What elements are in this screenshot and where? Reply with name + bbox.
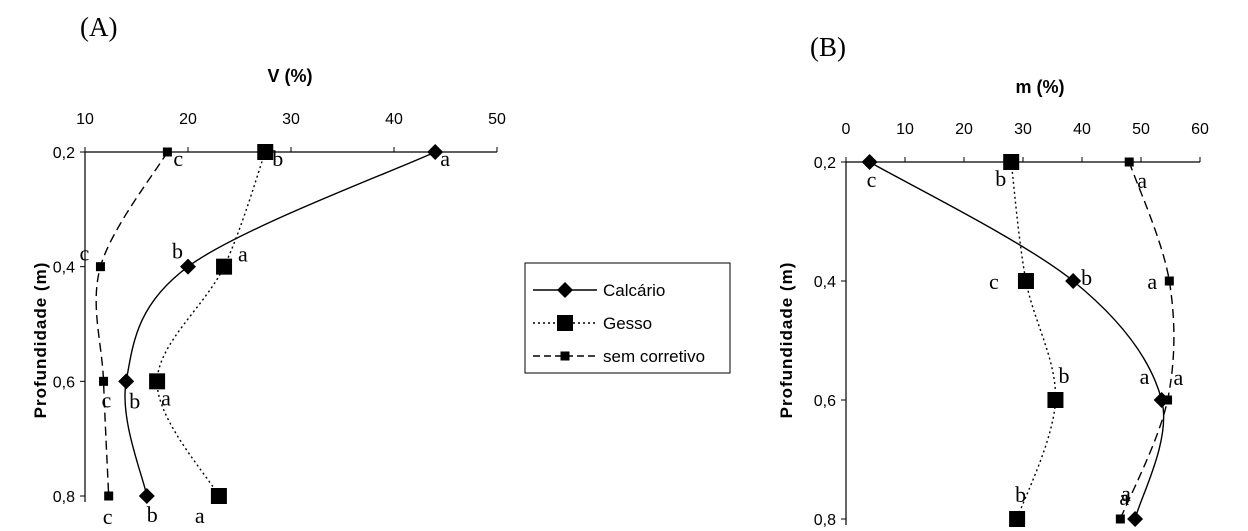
significance-label: a (1147, 269, 1157, 294)
x-tick-label: 50 (488, 111, 506, 128)
y-tick-label: 0,4 (814, 274, 836, 291)
x-tick-label: 50 (1132, 121, 1150, 138)
legend-label: Gesso (603, 314, 652, 333)
panel-a-axes: 10 20 30 40 50 0,2 0,4 0,6 0,8 (53, 111, 506, 506)
significance-label: a (195, 503, 205, 528)
significance-label: a (238, 242, 248, 267)
panel-b-label: (B) (810, 32, 846, 62)
legend-marker (557, 282, 573, 298)
data-point-marker (99, 376, 109, 386)
panel-a-series-lines (95, 151, 436, 497)
legend: Calcário Gesso sem corretivo (524, 262, 731, 374)
significance-label: a (1137, 168, 1147, 193)
x-tick-label: 60 (1191, 121, 1209, 138)
data-point-marker (104, 491, 114, 501)
data-point-marker (1017, 273, 1034, 289)
data-point-marker (1124, 157, 1134, 167)
significance-label: b (995, 166, 1006, 191)
significance-label: b (1015, 482, 1026, 507)
y-tick-label: 0,2 (53, 145, 75, 162)
panel-b-series-lines (869, 161, 1175, 520)
panel-b-y-axis-title: Profundidade (m) (777, 262, 796, 419)
y-tick-label: 0,8 (53, 489, 75, 506)
data-point-marker (95, 262, 105, 272)
legend-marker (560, 351, 570, 361)
panel-a-x-axis-title: V (%) (268, 66, 313, 86)
significance-label: a (1121, 481, 1131, 506)
significance-label: a (1174, 365, 1184, 390)
legend-marker (557, 315, 573, 331)
data-point-marker (149, 373, 166, 390)
x-tick-label: 0 (842, 121, 851, 138)
series-line-sem-corretivo (1119, 161, 1175, 520)
significance-label: c (173, 146, 183, 171)
panel-a: (A) V (%) Profundidade (m) 10 20 30 40 50 0,2… (31, 12, 506, 529)
significance-label: c (103, 504, 113, 529)
significance-label: b (272, 146, 283, 171)
series-line-gesso (156, 151, 266, 497)
data-point-marker (1127, 511, 1144, 527)
series-line-sem-corretivo (95, 151, 169, 497)
panel-b-axes: 0 10 20 30 40 50 60 0,2 0,4 0,6 0,8 (814, 121, 1209, 529)
data-point-marker (861, 154, 878, 170)
data-point-marker (162, 147, 172, 157)
significance-label: a (440, 146, 450, 171)
significance-label: b (1081, 265, 1092, 290)
significance-label: b (129, 388, 140, 413)
significance-label: c (989, 269, 999, 294)
significance-label: a (1119, 485, 1129, 510)
y-tick-label: 0,6 (814, 393, 836, 410)
panel-b-markers (861, 154, 1174, 527)
data-point-marker (1164, 276, 1174, 286)
panel-a-markers (95, 144, 444, 504)
data-point-marker (180, 258, 196, 275)
significance-label: a (161, 385, 171, 410)
significance-label: a (1140, 364, 1150, 389)
x-tick-label: 40 (1073, 121, 1091, 138)
series-line-calcário (869, 161, 1165, 520)
data-point-marker (216, 258, 233, 275)
x-tick-label: 40 (385, 111, 403, 128)
series-line-gesso (1010, 161, 1057, 520)
y-tick-label: 0,2 (814, 155, 836, 172)
x-tick-label: 10 (896, 121, 914, 138)
x-tick-label: 20 (179, 111, 197, 128)
x-tick-label: 20 (955, 121, 973, 138)
panel-a-y-axis-title: Profundidade (m) (31, 262, 50, 419)
significance-label: b (172, 239, 183, 264)
data-point-marker (1047, 392, 1064, 408)
significance-label: b (147, 502, 158, 527)
data-point-marker (210, 488, 227, 504)
panel-b: (B) m (%) Profundidade (m) 0 10 20 30 40 50 60… (777, 32, 1209, 529)
y-tick-label: 0,8 (814, 512, 836, 529)
significance-label: b (1058, 363, 1069, 388)
data-point-marker (427, 144, 444, 160)
legend-items: Calcário Gesso sem corretivo (533, 281, 705, 366)
x-tick-label: 30 (282, 111, 300, 128)
panel-a-label: (A) (80, 12, 117, 42)
significance-label: c (79, 241, 89, 266)
data-point-marker (138, 488, 155, 504)
significance-label: c (102, 387, 112, 412)
x-tick-label: 30 (1014, 121, 1032, 138)
legend-label: sem corretivo (603, 347, 705, 366)
data-point-marker (257, 144, 274, 160)
series-line-calcário (124, 151, 436, 497)
significance-label: c (867, 167, 877, 192)
y-tick-label: 0,4 (53, 260, 75, 277)
panel-b-x-axis-title: m (%) (1016, 77, 1065, 97)
legend-label: Calcário (603, 281, 665, 300)
data-point-marker (1163, 395, 1173, 405)
data-point-marker (1065, 273, 1082, 289)
data-point-marker (1009, 511, 1026, 527)
y-tick-label: 0,6 (53, 374, 75, 391)
data-point-marker (1003, 154, 1020, 170)
data-point-marker (118, 373, 135, 390)
data-point-marker (1115, 514, 1125, 524)
x-tick-label: 10 (76, 111, 94, 128)
